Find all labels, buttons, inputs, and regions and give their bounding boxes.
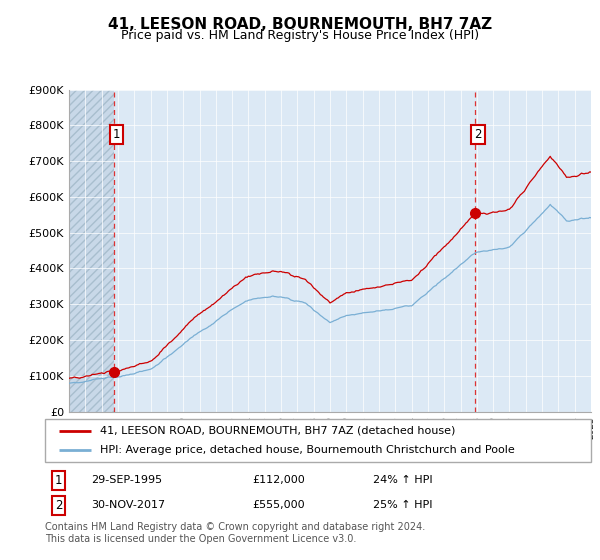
- Bar: [69, 90, 114, 412]
- Text: 2: 2: [55, 499, 62, 512]
- Text: £555,000: £555,000: [253, 501, 305, 510]
- Text: 41, LEESON ROAD, BOURNEMOUTH, BH7 7AZ (detached house): 41, LEESON ROAD, BOURNEMOUTH, BH7 7AZ (d…: [100, 426, 455, 436]
- Text: 41, LEESON ROAD, BOURNEMOUTH, BH7 7AZ: 41, LEESON ROAD, BOURNEMOUTH, BH7 7AZ: [108, 17, 492, 32]
- Text: 1: 1: [113, 128, 120, 141]
- Text: 24% ↑ HPI: 24% ↑ HPI: [373, 475, 432, 485]
- Text: Contains HM Land Registry data © Crown copyright and database right 2024.
This d: Contains HM Land Registry data © Crown c…: [45, 522, 425, 544]
- Text: Price paid vs. HM Land Registry's House Price Index (HPI): Price paid vs. HM Land Registry's House …: [121, 29, 479, 42]
- Text: 25% ↑ HPI: 25% ↑ HPI: [373, 501, 432, 510]
- Text: 30-NOV-2017: 30-NOV-2017: [91, 501, 166, 510]
- Text: 1: 1: [55, 474, 62, 487]
- Text: 2: 2: [474, 128, 482, 141]
- Text: 29-SEP-1995: 29-SEP-1995: [91, 475, 163, 485]
- Text: HPI: Average price, detached house, Bournemouth Christchurch and Poole: HPI: Average price, detached house, Bour…: [100, 445, 514, 455]
- Text: £112,000: £112,000: [253, 475, 305, 485]
